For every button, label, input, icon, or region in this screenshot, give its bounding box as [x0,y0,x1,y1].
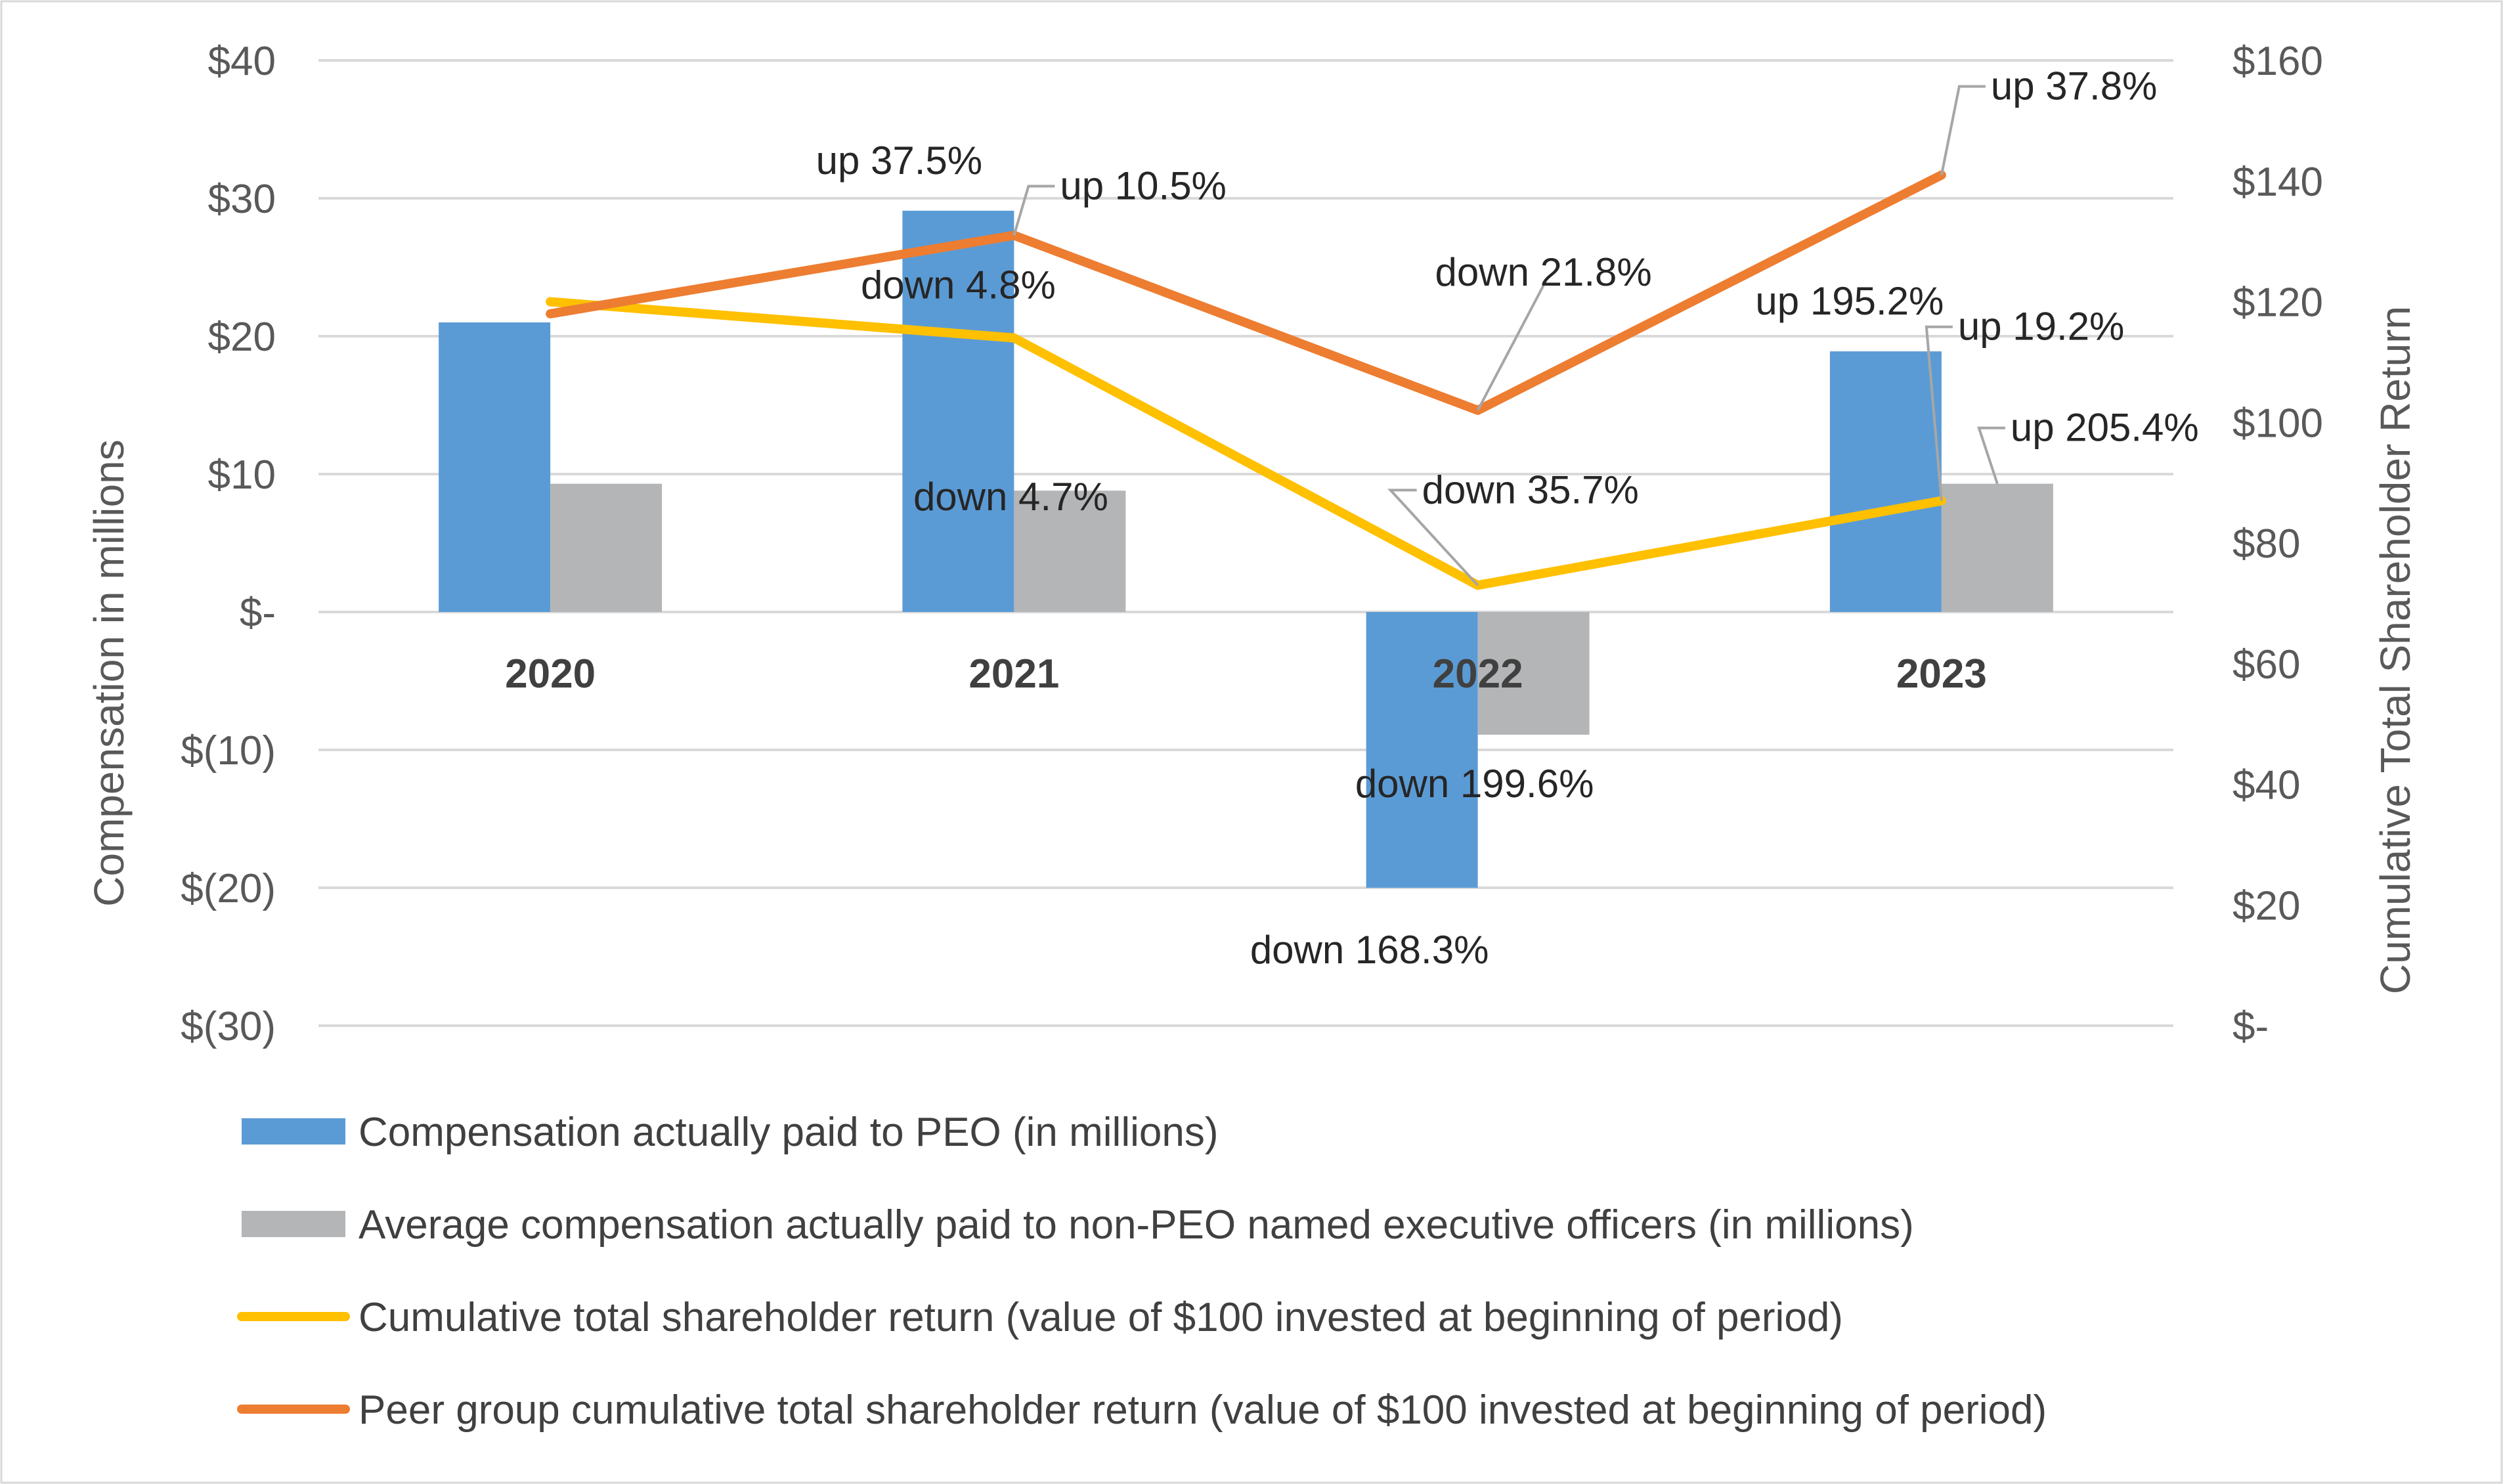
legend-swatch-bar [242,1118,345,1145]
data-label: up 205.4% [2011,406,2199,450]
right-axis-tick-label: $20 [2232,883,2300,928]
right-axis-tick-label: $40 [2232,763,2300,808]
left-axis-tick-label: $40 [208,39,276,84]
category-label: 2020 [505,651,596,697]
left-axis-tick-label: $(10) [181,728,276,774]
neo-compensation-bar [1477,612,1590,735]
right-axis-tick-label: $- [2232,1004,2269,1049]
right-axis-title: Cumulative Total Shareholder Return [2372,306,2419,994]
peo-compensation-bar [902,210,1014,612]
line-marks [546,170,1946,590]
right-axis-tick-label: $100 [2232,401,2323,446]
data-label-leader [1012,185,1055,236]
label-leader-lines [1012,85,2005,586]
left-axis-tick-label: $20 [208,315,276,360]
right-axis-tick-label: $120 [2232,280,2323,326]
legend-entry-label: Compensation actually paid to PEO (in mi… [359,1110,1218,1155]
left-axis-tick-label: $(20) [181,866,276,911]
category-labels: 2020 2021 2022 2023 [505,651,1987,697]
category-label: 2021 [969,651,1059,697]
left-axis-tick-label: $30 [208,177,276,222]
data-label: down 4.7% [913,475,1108,519]
left-axis-tick-label: $- [240,590,276,636]
legend-entry-label: Cumulative total shareholder return (val… [359,1295,1843,1340]
data-label: up 37.5% [816,139,983,183]
right-axis-tick-label: $140 [2232,160,2323,205]
right-axis-tick-label: $80 [2232,521,2300,567]
right-axis-tick-label: $160 [2232,39,2323,84]
neo-compensation-bar [550,483,663,612]
legend-entry-label: Peer group cumulative total shareholder … [359,1387,2047,1433]
bar-marks [439,210,2053,888]
company-tsr-point [1011,335,1017,341]
category-label: 2022 [1433,651,1523,697]
data-label: down 199.6% [1355,762,1594,806]
category-label: 2023 [1896,651,1987,697]
data-label-leader [1387,489,1479,586]
data-label-leader [1925,325,1953,501]
data-label: up 19.2% [1958,305,2125,349]
left-axis-tick-label: $10 [208,452,276,498]
neo-compensation-bar [1014,491,1126,612]
peo-compensation-bar [1829,351,1942,612]
data-label: up 37.8% [1991,64,2158,108]
peer-tsr-point [548,311,554,316]
company-tsr-line [546,297,1946,590]
data-label-leader [1476,284,1545,411]
left-axis-tick-label: $(30) [181,1004,276,1049]
data-label-leader [1977,426,2005,485]
data-label: down 4.8% [861,263,1056,307]
company-tsr-point [548,299,554,305]
left-axis-ticks: $40 $30 $20 $10 $- $(10) $(20) $(30) [181,39,276,1049]
peo-compensation-bar [439,322,551,612]
data-label: up 195.2% [1755,279,1944,323]
peer-tsr-line [546,170,1946,415]
data-label: down 35.7% [1422,468,1639,512]
data-label: down 168.3% [1250,928,1489,972]
right-axis-tick-label: $60 [2232,642,2300,687]
data-labels: up 37.5% down 168.3% up 195.2% down 4.7% dow… [816,64,2199,972]
data-label: down 21.8% [1435,250,1652,294]
legend-swatch-bar [242,1211,345,1237]
data-label-leader [1940,85,1986,175]
left-axis-title: Compensation in millions [85,439,133,906]
legend-entry-label: Average compensation actually paid to no… [359,1202,1914,1248]
neo-compensation-bar [1941,483,2053,612]
peo-compensation-bar [1366,612,1478,888]
legend: Compensation actually paid to PEO (in mi… [237,1110,2047,1433]
data-label: up 10.5% [1060,164,1227,207]
right-axis-ticks: $160 $140 $120 $100 $80 $60 $40 $20 $- [2232,39,2323,1049]
